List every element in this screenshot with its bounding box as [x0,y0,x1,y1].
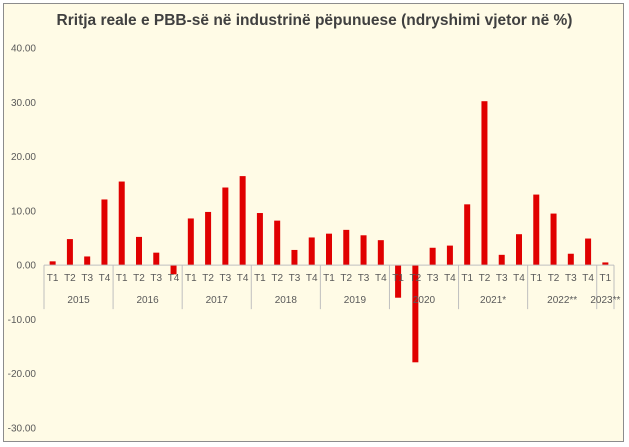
y-tick-label: 0.00 [17,261,37,272]
bar-2021*-T2 [481,101,488,266]
x-quarter-label: T4 [237,273,249,284]
x-year-label: 2023** [590,295,620,306]
x-quarter-label: T2 [410,273,422,284]
x-year-label: 2021* [480,295,506,306]
x-quarter-label: T4 [513,273,525,284]
x-quarter-label: T1 [600,273,612,284]
bar-2017-T1 [187,218,194,266]
bar-2015-T2 [66,239,73,266]
bar-2022**-T2 [550,213,557,266]
y-tick-label: -10.00 [8,315,37,326]
bar-2019-T2 [343,229,350,266]
x-year-label: 2018 [275,295,298,306]
x-quarter-label: T3 [289,273,301,284]
x-quarter-label: T1 [47,273,59,284]
x-quarter-label: T2 [479,273,491,284]
x-quarter-label: T4 [168,273,180,284]
x-year-label: 2015 [67,295,90,306]
bar-2021*-T4 [516,234,522,266]
x-quarter-label: T1 [116,273,128,284]
x-quarter-label: T2 [340,273,352,284]
bar-2019-T4 [377,240,384,266]
bar-2019-T1 [326,233,332,266]
x-quarter-label: T3 [81,273,93,284]
x-quarter-label: T3 [358,273,370,284]
x-quarter-label: T1 [254,273,266,284]
bar-2017-T4 [239,176,246,266]
y-tick-label: 10.00 [11,206,36,217]
x-quarter-label: T4 [582,273,594,284]
x-quarter-label: T1 [530,273,542,284]
x-quarter-label: T1 [185,273,197,284]
x-quarter-label: T1 [392,273,404,284]
x-year-label: 2016 [137,295,160,306]
x-quarter-label: T3 [150,273,162,284]
bar-2015-T3 [84,256,91,266]
bar-2016-T1 [118,181,125,266]
bar-2021*-T3 [498,254,505,266]
bar-2017-T2 [205,211,212,266]
bar-2018-T3 [291,249,298,266]
y-tick-label: 30.00 [11,98,36,109]
bar-2017-T3 [222,187,229,266]
x-quarter-label: T3 [427,273,439,284]
bar-2020-T1 [395,265,402,298]
x-quarter-label: T3 [565,273,577,284]
bar-2020-T2 [412,265,419,363]
bar-2020-T4 [446,245,453,266]
y-tick-label: 20.00 [11,152,36,163]
x-quarter-label: T4 [444,273,456,284]
x-quarter-label: T2 [548,273,560,284]
x-quarter-label: T4 [375,273,387,284]
bar-2016-T4 [170,265,177,275]
chart-title: Rritja reale e PBB-së në industrinë pëpu… [56,12,573,29]
x-quarter-label: T2 [271,273,283,284]
bar-2018-T1 [256,213,263,266]
x-year-label: 2022** [547,295,577,306]
x-quarter-label: T3 [496,273,508,284]
bar-2023**-T1 [602,262,609,266]
y-tick-label: -20.00 [8,369,37,380]
x-quarter-label: T3 [220,273,232,284]
bar-2022**-T4 [585,238,592,266]
y-tick-label: 40.00 [11,44,36,55]
x-quarter-label: T2 [64,273,76,284]
x-quarter-label: T2 [133,273,145,284]
bar-2015-T1 [49,261,56,266]
x-year-label: 2017 [206,295,229,306]
x-quarter-label: T1 [461,273,473,284]
bar-2022**-T3 [567,253,574,266]
x-quarter-label: T4 [99,273,111,284]
bar-2018-T2 [274,220,281,266]
x-quarter-label: T2 [202,273,214,284]
x-year-label: 2019 [344,295,367,306]
bar-2020-T3 [429,247,436,266]
bar-2016-T3 [153,252,160,266]
bar-2019-T3 [360,235,367,266]
bar-2015-T4 [101,199,108,266]
y-tick-label: -30.00 [8,424,37,435]
x-quarter-label: T1 [323,273,335,284]
x-year-label: 2020 [413,295,436,306]
bar-2018-T4 [308,237,315,266]
bar-2021*-T1 [464,204,471,266]
x-quarter-label: T4 [306,273,318,284]
bar-2016-T2 [136,236,142,266]
bar-2022**-T1 [533,194,540,266]
